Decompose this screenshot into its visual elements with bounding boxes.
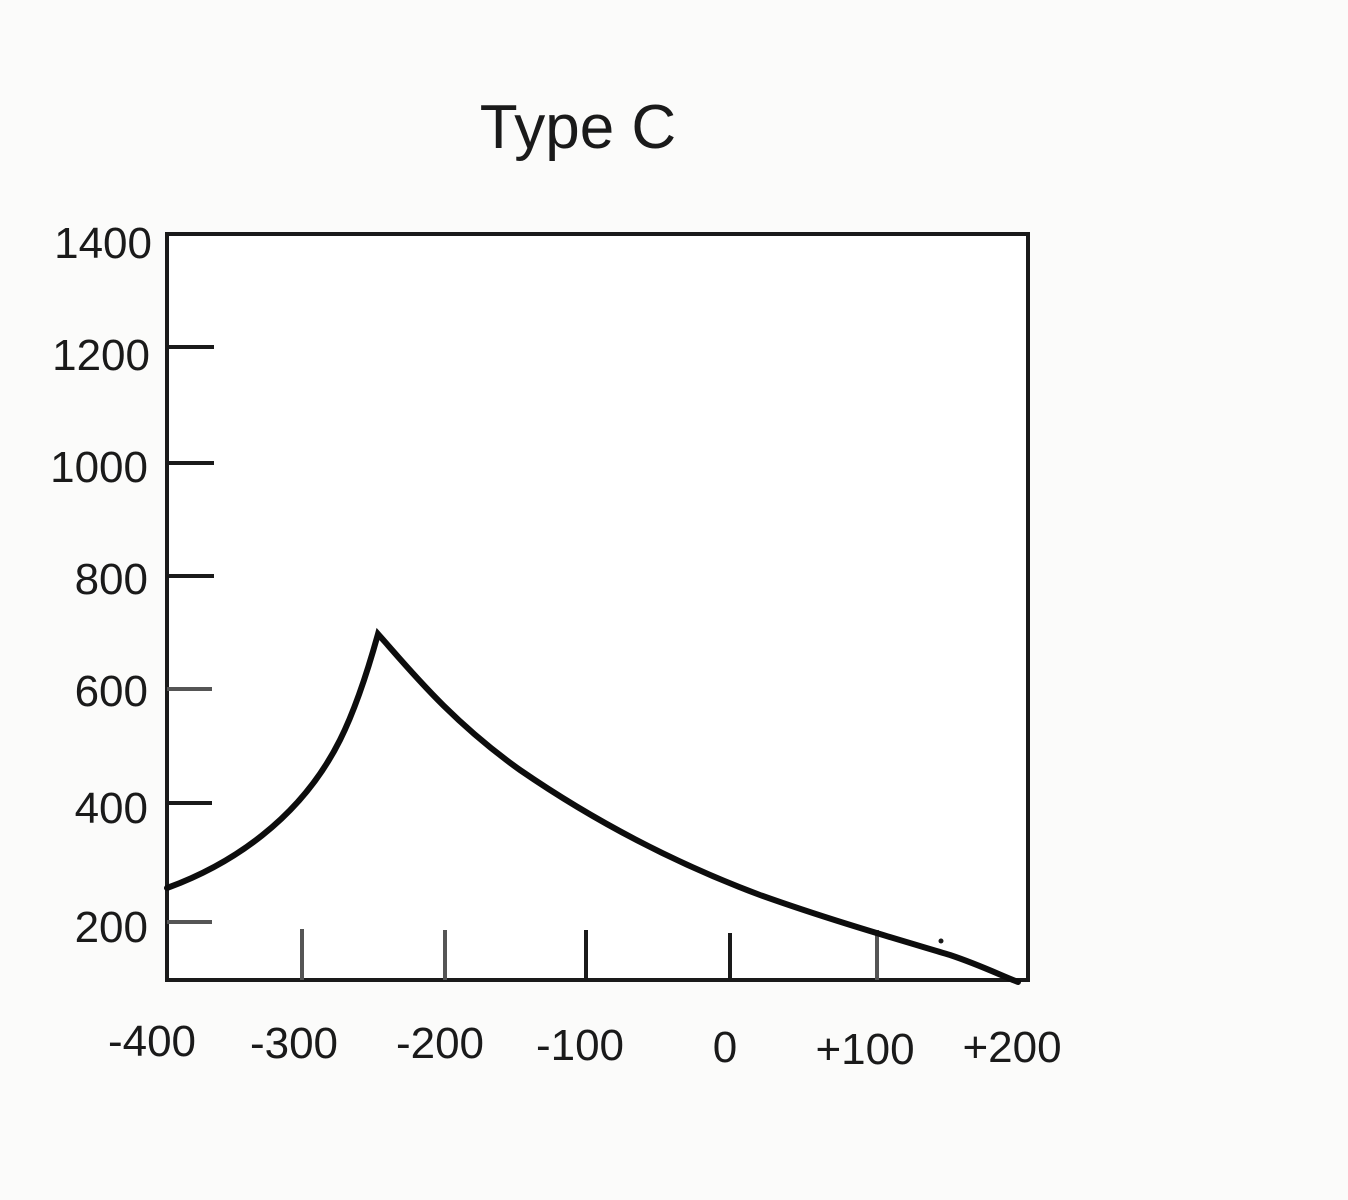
chart-title: Type C (479, 93, 677, 162)
series-line-type-c (164, 627, 1021, 985)
svg-text:0: 0 (713, 1023, 737, 1072)
stray-dot (938, 938, 944, 944)
x-axis-labels: -400 -300 -200 -100 0 +100 +200 (108, 1017, 1062, 1074)
svg-text:1200: 1200 (52, 331, 150, 380)
x-axis-ticks (300, 929, 879, 980)
y-axis-labels: 1400 1200 1000 800 600 400 200 (50, 219, 152, 952)
svg-text:-200: -200 (396, 1019, 484, 1068)
svg-text:600: 600 (75, 667, 148, 716)
svg-text:400: 400 (75, 784, 148, 833)
svg-text:200: 200 (75, 903, 148, 952)
svg-text:1000: 1000 (50, 443, 148, 492)
svg-text:-300: -300 (250, 1019, 338, 1068)
svg-text:-100: -100 (536, 1021, 624, 1070)
svg-text:1400: 1400 (54, 219, 152, 268)
svg-text:+200: +200 (962, 1023, 1061, 1072)
svg-text:-400: -400 (108, 1017, 196, 1066)
svg-text:800: 800 (75, 555, 148, 604)
plot-frame (165, 232, 1030, 982)
svg-text:+100: +100 (815, 1025, 914, 1074)
y-axis-ticks (167, 345, 214, 924)
